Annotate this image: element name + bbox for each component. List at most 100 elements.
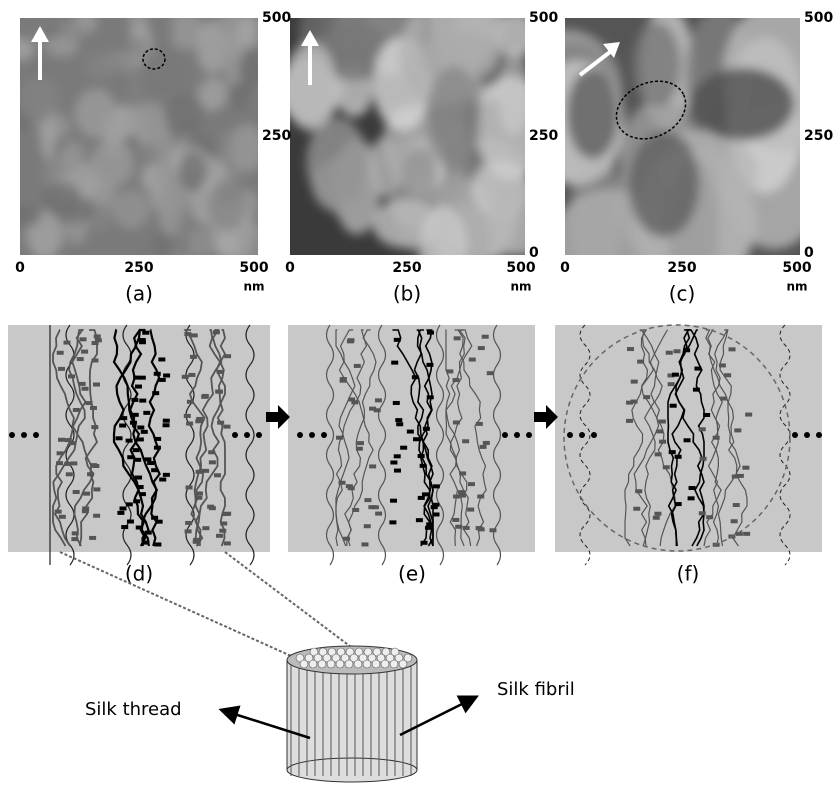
crystallite [390,461,397,465]
surface-grain [426,66,481,169]
crystallite [669,450,676,454]
crystallite [154,437,161,441]
y-tick: 0 [804,245,814,261]
crystallite [139,399,146,403]
crystallite [163,473,170,477]
crystallite [391,361,398,365]
surface-grain [158,184,182,237]
crystallite [207,505,214,509]
crystallite [684,438,691,442]
crystallite [626,401,633,405]
ellipsis-dot [232,432,238,438]
crystallite [354,364,361,368]
crystallite [364,498,371,502]
crystallite [364,524,371,528]
crystallite [224,541,231,545]
surface-grain [65,18,83,44]
crystallite [87,472,94,476]
crystallite [732,474,739,478]
surface-grain [113,190,150,230]
ellipsis-dot [567,432,573,438]
crystallite [476,526,483,530]
crystallite [375,398,382,402]
crystallite [413,437,420,441]
surface-grain [238,16,257,47]
panel-label: (a) [125,282,153,306]
crystallite [395,418,402,422]
crystallite [421,541,428,545]
crystallite [389,520,396,524]
crystallite [85,401,92,405]
surface-grain [165,92,204,137]
surface-grain [199,77,229,109]
crystallite [214,473,221,477]
crystallite [217,421,224,425]
crystallite [713,436,720,440]
crystallite [699,511,706,515]
y-tick: 500 [804,10,833,26]
crystallite [476,422,483,426]
crystallite [184,332,191,336]
fibril-end [309,660,317,668]
crystallite [73,408,80,412]
crystallite [202,394,209,398]
crystallite [426,363,433,367]
crystallite [356,447,363,451]
crystallite [195,496,202,500]
ellipsis-dot [321,432,327,438]
crystallite [663,465,670,469]
crystallite [186,422,193,426]
fibril-end [318,660,326,668]
surface-grain [75,89,117,138]
cylinder [287,646,417,782]
panel-label: (e) [398,562,426,586]
crystallite [73,490,80,494]
crystallite [144,457,151,461]
crystallite [223,425,230,429]
crystallite [79,382,86,386]
surface-grain [42,182,80,213]
crystallite [90,463,97,467]
crystallite [459,471,466,475]
x-tick: 500 [239,260,268,276]
crystallite [659,420,666,424]
crystallite [196,491,203,495]
crystallite [700,457,707,461]
crystallite [489,528,496,532]
crystallite [121,525,128,529]
crystallite [482,335,489,339]
y-tick: 500 [529,10,558,26]
crystallite [462,439,469,443]
crystallite [136,526,143,530]
crystallite [57,351,64,355]
step-arrow [534,405,558,429]
crystallite [120,416,127,420]
crystallite [133,448,140,452]
crystallite [433,484,440,488]
crystallite [375,512,382,516]
surface-grain [62,141,86,171]
fibril-end [363,660,371,668]
crystallite [407,430,414,434]
crystallite [134,458,141,462]
crystallite [137,485,144,489]
surface-grain [215,230,240,259]
crystallite [668,382,675,386]
crystallite [706,515,713,519]
crystallite [130,421,137,425]
crystallite [185,521,192,525]
crystallite [188,373,195,377]
panel-label: (b) [393,282,421,306]
crystallite [454,336,461,340]
crystallite [340,379,347,383]
crystallite [487,371,494,375]
ellipsis-dot [297,432,303,438]
fibril-end [372,660,380,668]
fibril-end [381,660,389,668]
crystallite [191,333,198,337]
x-tick: 250 [392,260,421,276]
crystallite [141,430,148,434]
crystallite [394,454,401,458]
crystallite [396,422,403,426]
crystallite [187,400,194,404]
